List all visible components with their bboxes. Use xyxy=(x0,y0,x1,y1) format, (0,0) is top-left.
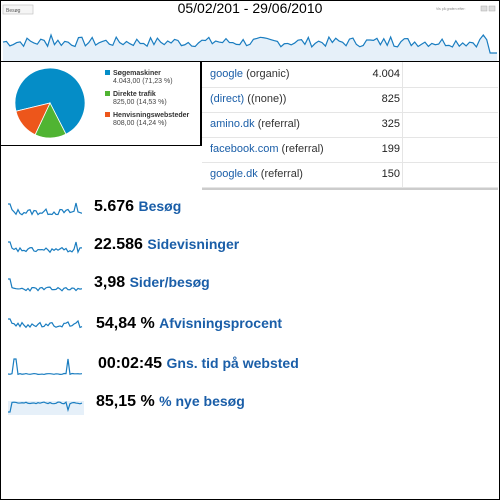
pie-slice[interactable] xyxy=(14,67,86,135)
sparkline-pageviews xyxy=(8,241,82,255)
metric-pageviews[interactable]: 22.586 Sidevisninger xyxy=(8,236,428,260)
metric-value: 54,84 % Afvisningsprocent xyxy=(96,315,283,332)
legend-swatch xyxy=(105,91,110,96)
legend-item-direct: Direkte trafik 825,00 (14,53 %) xyxy=(105,91,167,107)
legend-label: Henvisningswebsteder xyxy=(113,112,190,119)
divider xyxy=(202,188,498,190)
metric-bounce-rate[interactable]: 54,84 % Afvisningsprocent xyxy=(8,315,428,339)
metric-value: 85,15 % % nye besøg xyxy=(96,393,245,410)
visit-count: 325 xyxy=(381,118,400,130)
metric-value: 3,98 Sider/besøg xyxy=(94,274,210,291)
metric-value: 5.676 Besøg xyxy=(94,198,182,215)
sparkline-new-visits xyxy=(8,401,84,415)
metric-label: % nye besøg xyxy=(159,393,245,409)
graph-mode-label: Vis på grafen efter: xyxy=(436,7,466,11)
divider xyxy=(0,61,500,62)
metric-label: Sidevisninger xyxy=(147,236,240,252)
visit-count: 150 xyxy=(381,168,400,180)
sparkline-avg-time xyxy=(8,358,82,376)
overview-line xyxy=(2,33,497,54)
source-link[interactable]: amino.dk xyxy=(210,118,255,130)
source-link[interactable]: facebook.com xyxy=(210,143,279,155)
metric-select-label: Besøg xyxy=(6,8,21,14)
metric-label: Besøg xyxy=(138,198,182,214)
legend-item-referral: Henvisningswebsteder 808,00 (14,24 %) xyxy=(105,112,189,128)
legend-value: 808,00 (14,24 %) xyxy=(113,120,167,127)
source-medium: (organic) xyxy=(246,68,290,80)
traffic-sources-pie xyxy=(14,67,86,139)
pie-slice[interactable] xyxy=(15,102,51,136)
source-medium: (referral) xyxy=(260,168,303,180)
source-medium: ((none)) xyxy=(247,93,287,105)
metric-label: Gns. tid på websted xyxy=(166,355,299,371)
metric-value: 00:02:45 Gns. tid på websted xyxy=(98,355,299,372)
overview-chart-svg: Besøg Vis på grafen efter: xyxy=(2,4,497,61)
sparkline-bounce-rate xyxy=(8,318,83,329)
visit-count: 4.004 xyxy=(372,68,400,80)
source-medium: (referral) xyxy=(281,143,324,155)
date-range[interactable]: 05/02/201 - 29/06/2010 xyxy=(177,0,323,16)
legend-label: Søgemaskiner xyxy=(113,70,161,77)
visit-count: 825 xyxy=(381,93,400,105)
legend-swatch xyxy=(105,70,110,75)
metric-label: Afvisningsprocent xyxy=(159,315,283,331)
sparkline-visits xyxy=(8,202,82,216)
legend-swatch xyxy=(105,112,110,117)
legend-value: 825,00 (14,53 %) xyxy=(113,99,167,106)
source-link[interactable]: (direct) xyxy=(210,93,245,105)
graph-mode-button-1[interactable] xyxy=(480,5,488,12)
column-divider xyxy=(402,62,403,188)
divider xyxy=(200,62,202,146)
top-referrers-table: google (organic) 4.004 (direct) ((none))… xyxy=(202,62,498,188)
table-row[interactable]: facebook.com (referral) 199 xyxy=(202,137,498,163)
metric-avg-time[interactable]: 00:02:45 Gns. tid på websted xyxy=(8,355,428,379)
sparkline-area xyxy=(8,401,84,415)
legend-value: 4.043,00 (71,23 %) xyxy=(113,78,173,85)
overview-area-fill xyxy=(3,35,497,61)
legend-item-search: Søgemaskiner 4.043,00 (71,23 %) xyxy=(105,70,173,86)
metric-pages-per-visit[interactable]: 3,98 Sider/besøg xyxy=(8,274,428,298)
metric-label: Sider/besøg xyxy=(129,274,210,290)
source-medium: (referral) xyxy=(257,118,300,130)
visit-count: 199 xyxy=(381,143,400,155)
table-row[interactable]: google (organic) 4.004 xyxy=(202,62,498,88)
metric-value: 22.586 Sidevisninger xyxy=(94,236,240,253)
visits-overview-chart: Besøg Vis på grafen efter: xyxy=(1,1,499,61)
table-row[interactable]: (direct) ((none)) 825 xyxy=(202,87,498,113)
divider xyxy=(0,145,202,146)
sparkline-pages-per-visit xyxy=(8,278,82,292)
source-link[interactable]: google xyxy=(210,68,244,80)
table-row[interactable]: google.dk (referral) 150 xyxy=(202,162,498,188)
table-row[interactable]: amino.dk (referral) 325 xyxy=(202,112,498,138)
source-link[interactable]: google.dk xyxy=(210,168,258,180)
metric-select-dropdown[interactable] xyxy=(2,4,34,15)
metric-new-visits[interactable]: 85,15 % % nye besøg xyxy=(8,393,428,417)
traffic-sources-pie-panel: Søgemaskiner 4.043,00 (71,23 %) Direkte … xyxy=(1,62,199,144)
metric-visits[interactable]: 5.676 Besøg xyxy=(8,198,428,222)
graph-mode-button-2[interactable] xyxy=(488,5,496,12)
legend-label: Direkte trafik xyxy=(113,91,156,98)
